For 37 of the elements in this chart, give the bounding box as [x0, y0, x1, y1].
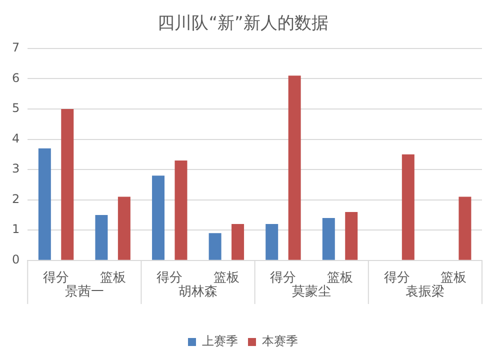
bar — [232, 224, 244, 260]
bar — [152, 176, 165, 260]
y-tick-label: 6 — [12, 70, 20, 85]
bar — [288, 76, 301, 260]
y-tick-label: 3 — [12, 162, 20, 176]
bar — [95, 214, 108, 260]
text: 景茜一 — [64, 284, 104, 300]
y-tick-label: 5 — [12, 101, 20, 116]
bar — [174, 160, 188, 260]
x-tick-label: 篮板 — [213, 270, 240, 286]
bar — [402, 154, 414, 260]
bar — [266, 224, 278, 260]
x-tick-label: 得分 — [43, 270, 70, 286]
x-tick-label: 篮板 — [440, 270, 467, 286]
y-tick-label: 2 — [12, 192, 20, 206]
y-tick-label: 7 — [12, 40, 20, 55]
y-tick-label: 1 — [12, 222, 20, 236]
x-tick-label: 得分 — [156, 270, 183, 286]
bar — [345, 212, 358, 260]
text: 胡林森 — [178, 284, 218, 300]
bar — [38, 148, 51, 260]
x-tick-label: 得分 — [270, 270, 296, 286]
legend-label: 本赛季 — [262, 334, 298, 348]
bar — [118, 196, 130, 260]
bar — [61, 108, 74, 260]
x-tick-label: 篮板 — [100, 270, 126, 286]
bar — [458, 196, 472, 260]
bar — [208, 233, 222, 260]
y-tick-label: 0 — [12, 252, 20, 267]
bar — [322, 218, 335, 260]
y-tick-label: 4 — [12, 131, 20, 146]
chart-title: 四川队“新”新人的数据 — [158, 14, 328, 34]
x-tick-label: 得分 — [384, 270, 410, 286]
x-tick-label: 篮板 — [327, 270, 354, 286]
legend-label: 上赛季 — [202, 334, 238, 348]
text: 袁振梁 — [406, 283, 445, 300]
text: 莫蒙尘 — [292, 284, 332, 300]
